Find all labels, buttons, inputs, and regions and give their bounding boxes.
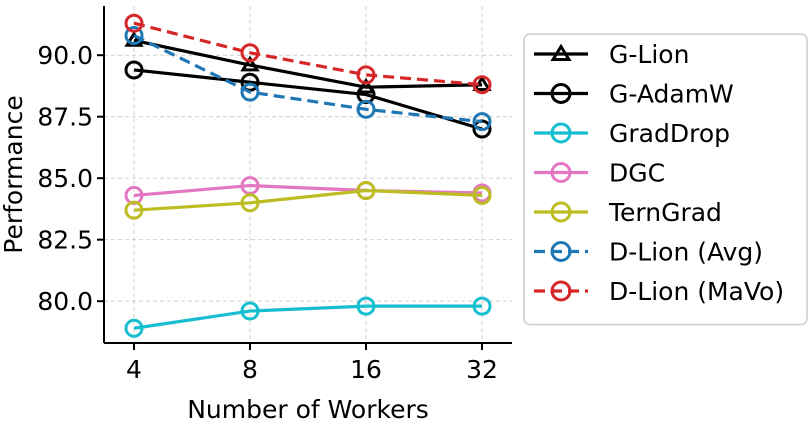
legend-entry: TernGrad bbox=[534, 198, 722, 227]
x-tick-label: 16 bbox=[350, 355, 382, 384]
legend-entry: GradDrop bbox=[534, 119, 730, 148]
legend-label: D-Lion (MaVo) bbox=[609, 277, 784, 306]
triangle-marker bbox=[124, 30, 144, 47]
y-tick-label: 80.0 bbox=[37, 287, 93, 316]
circle-marker bbox=[124, 318, 144, 338]
legend-circle-marker bbox=[550, 122, 572, 144]
legend-label: D-Lion (Avg) bbox=[609, 238, 763, 267]
grid-layer bbox=[104, 6, 512, 343]
series-line bbox=[133, 38, 483, 89]
y-tick-label: 90.0 bbox=[37, 41, 93, 70]
series-layer bbox=[124, 13, 492, 338]
legend-entry: DGC bbox=[534, 159, 665, 188]
legend-circle-marker bbox=[550, 241, 572, 262]
circle-marker bbox=[124, 60, 144, 80]
series-line bbox=[133, 68, 483, 131]
series-line bbox=[133, 21, 483, 87]
legend-circle-marker bbox=[550, 280, 572, 302]
x-tick-label: 4 bbox=[126, 355, 142, 384]
legend-label: G-AdamW bbox=[609, 80, 734, 109]
legend-circle-marker bbox=[550, 162, 572, 183]
y-axis-title: Performance bbox=[0, 95, 28, 253]
legend-entry: G-AdamW bbox=[534, 80, 734, 109]
legend-circle-marker bbox=[550, 201, 572, 223]
legend-label: DGC bbox=[609, 159, 665, 188]
series-terngrad bbox=[124, 180, 492, 220]
circle-marker bbox=[124, 200, 144, 220]
legend-triangle-marker bbox=[550, 43, 572, 61]
legend-label: TernGrad bbox=[608, 198, 722, 227]
circle-marker bbox=[356, 99, 376, 119]
circle-marker bbox=[240, 193, 260, 213]
circle-marker bbox=[356, 180, 376, 200]
series-d-lion-avg bbox=[124, 26, 492, 132]
circle-marker bbox=[124, 13, 144, 33]
circle-marker bbox=[472, 112, 492, 132]
legend-label: G-Lion bbox=[609, 40, 689, 69]
x-axis-title: Number of Workers bbox=[187, 395, 429, 422]
circle-marker bbox=[472, 185, 492, 205]
x-tick-label: 32 bbox=[466, 355, 498, 384]
y-tick-label: 87.5 bbox=[37, 103, 93, 132]
legend-box bbox=[523, 33, 808, 326]
legend-circle-marker bbox=[550, 83, 572, 104]
legend-label: GradDrop bbox=[609, 119, 730, 148]
series-line bbox=[133, 188, 483, 212]
y-tick-label: 82.5 bbox=[37, 226, 93, 255]
series-dgc bbox=[124, 176, 492, 205]
x-tick-label: 8 bbox=[242, 355, 258, 384]
y-tick-label: 85.0 bbox=[37, 164, 93, 193]
legend: G-Lion G-AdamW GradDrop DGC TernGrad D-Lion (… bbox=[523, 33, 808, 326]
series-line bbox=[133, 304, 482, 330]
circle-marker bbox=[240, 72, 260, 92]
circle-marker bbox=[240, 301, 260, 321]
legend-entry: G-Lion bbox=[534, 40, 689, 69]
series-graddrop bbox=[124, 296, 492, 338]
series-d-lion-mavo bbox=[124, 13, 492, 95]
circle-marker bbox=[240, 82, 260, 102]
circle-marker bbox=[240, 43, 260, 63]
circle-marker bbox=[472, 296, 492, 316]
circle-marker bbox=[124, 26, 144, 46]
triangle-marker bbox=[240, 55, 260, 72]
legend-entry: D-Lion (Avg) bbox=[534, 238, 763, 267]
circle-marker bbox=[356, 296, 376, 316]
circle-marker bbox=[472, 75, 492, 95]
circle-marker bbox=[356, 65, 376, 85]
series-line bbox=[133, 34, 483, 124]
axes-layer: 80.0 82.5 85.0 87.5 90.0 4 8 16 32 bbox=[37, 6, 512, 384]
legend-entry: D-Lion (MaVo) bbox=[534, 277, 784, 306]
